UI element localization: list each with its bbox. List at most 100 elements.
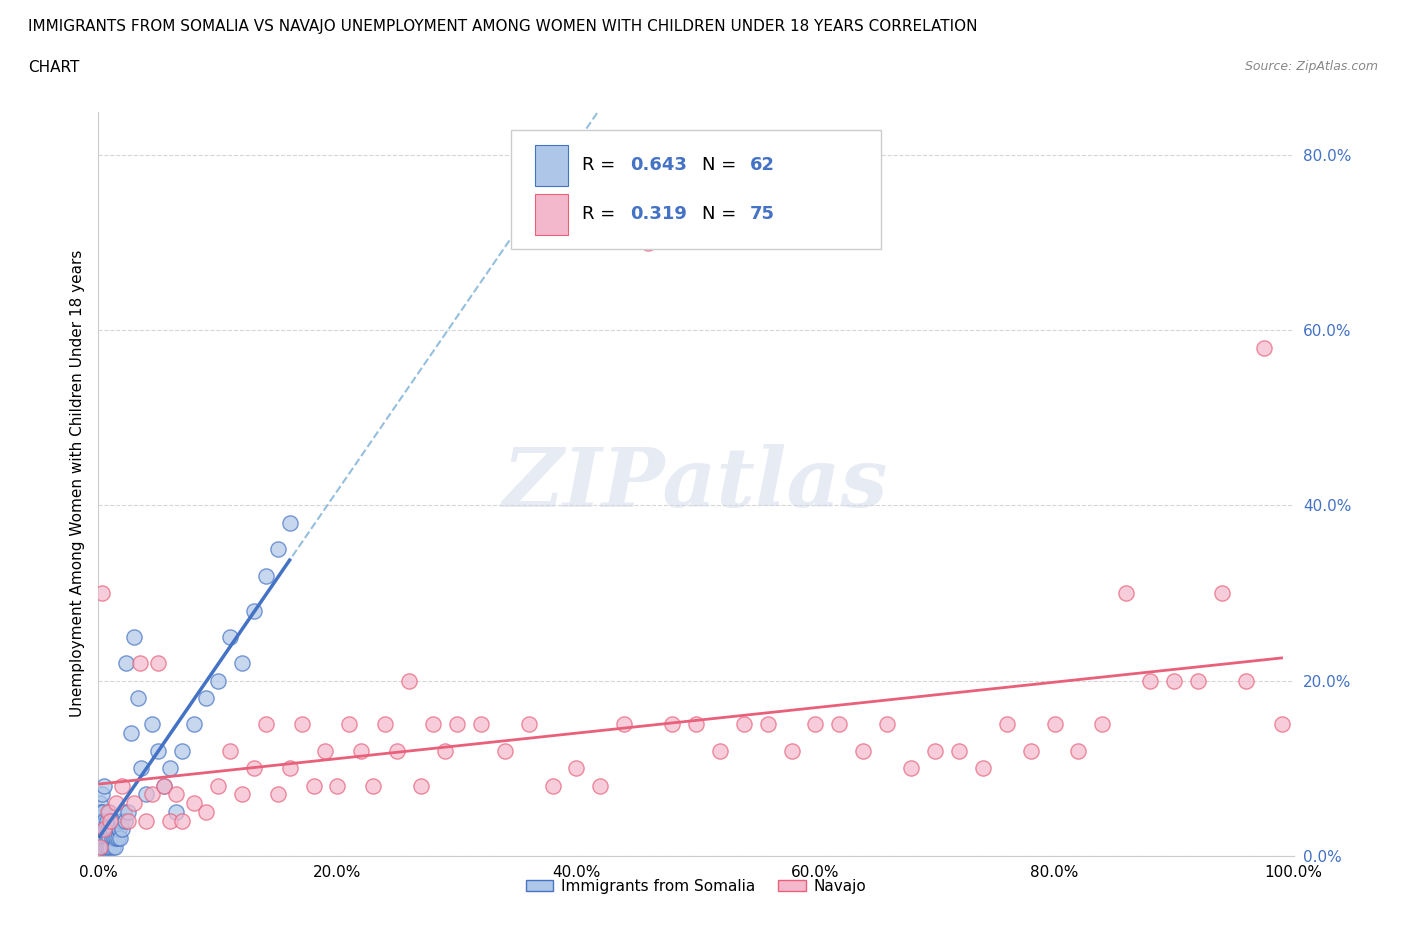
Text: 62: 62 [749, 156, 775, 174]
Point [1067, 743, 1090, 758]
Text: 0.319: 0.319 [630, 206, 688, 223]
Text: R =: R = [582, 206, 621, 223]
Point [124, 796, 146, 811]
Point [278, 515, 301, 530]
Point [183, 796, 205, 811]
Point [291, 717, 314, 732]
Point [267, 787, 290, 802]
Point [195, 691, 218, 706]
FancyBboxPatch shape [534, 193, 568, 234]
Point [90, 804, 112, 819]
Point [117, 813, 139, 828]
Point [96, 830, 118, 845]
Legend: Immigrants from Somalia, Navajo: Immigrants from Somalia, Navajo [520, 873, 872, 900]
Point [195, 804, 218, 819]
FancyBboxPatch shape [534, 145, 568, 186]
Point [135, 787, 157, 802]
Point [267, 542, 290, 557]
Point [91, 804, 114, 819]
Point [637, 235, 659, 250]
Point [141, 787, 163, 802]
Point [1091, 717, 1114, 732]
Point [104, 840, 127, 855]
Point [94, 822, 117, 837]
Point [411, 778, 433, 793]
Point [446, 717, 468, 732]
Point [1115, 586, 1137, 601]
Point [90, 822, 112, 837]
Point [91, 830, 114, 845]
Point [103, 830, 125, 845]
Point [148, 656, 170, 671]
Point [91, 840, 114, 855]
Point [924, 743, 946, 758]
Point [804, 717, 827, 732]
Point [780, 743, 803, 758]
Point [93, 813, 115, 828]
Point [100, 813, 122, 828]
Point [613, 717, 636, 732]
Point [685, 717, 707, 732]
Point [93, 778, 115, 793]
Point [91, 822, 114, 837]
Point [100, 830, 122, 845]
Point [828, 717, 851, 732]
Point [589, 778, 612, 793]
Point [243, 761, 266, 776]
Point [103, 813, 125, 828]
Point [517, 717, 540, 732]
Point [98, 830, 121, 845]
Point [93, 822, 115, 837]
Point [91, 813, 114, 828]
Point [254, 568, 277, 583]
Point [243, 603, 266, 618]
Point [494, 743, 516, 758]
Text: CHART: CHART [28, 60, 80, 75]
Point [972, 761, 994, 776]
Text: N =: N = [702, 206, 742, 223]
Point [111, 822, 134, 837]
Point [93, 830, 115, 845]
Point [141, 717, 163, 732]
FancyBboxPatch shape [510, 130, 882, 249]
Point [98, 804, 121, 819]
Point [363, 778, 385, 793]
Point [219, 630, 242, 644]
Point [148, 743, 170, 758]
Point [117, 804, 139, 819]
Point [114, 813, 136, 828]
Point [852, 743, 875, 758]
Point [91, 586, 114, 601]
Point [135, 813, 157, 828]
Point [89, 813, 111, 828]
Point [105, 830, 128, 845]
Point [254, 717, 277, 732]
Point [661, 717, 683, 732]
Point [165, 804, 187, 819]
Point [1187, 673, 1209, 688]
Point [733, 717, 755, 732]
Point [159, 761, 181, 776]
Point [1271, 717, 1294, 732]
Point [98, 840, 122, 855]
Point [131, 761, 153, 776]
Point [183, 717, 205, 732]
Point [172, 743, 194, 758]
Point [1234, 673, 1257, 688]
Point [302, 778, 325, 793]
Text: 0.643: 0.643 [630, 156, 688, 174]
Text: N =: N = [702, 156, 742, 174]
Text: R =: R = [582, 156, 621, 174]
Point [165, 787, 187, 802]
Point [91, 787, 114, 802]
Point [108, 830, 131, 845]
Point [97, 804, 120, 819]
Point [105, 796, 128, 811]
Point [709, 743, 731, 758]
Y-axis label: Unemployment Among Women with Children Under 18 years: Unemployment Among Women with Children U… [69, 250, 84, 717]
Point [434, 743, 457, 758]
Point [110, 813, 132, 828]
Point [98, 822, 122, 837]
Point [339, 717, 361, 732]
Point [159, 813, 181, 828]
